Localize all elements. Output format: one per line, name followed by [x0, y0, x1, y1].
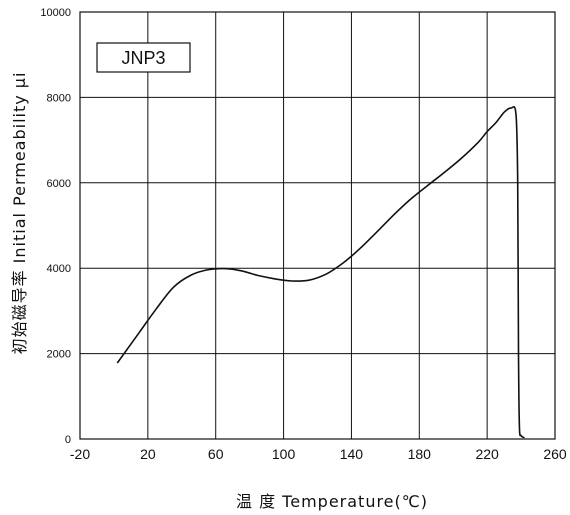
grid	[79, 11, 556, 440]
legend: JNP3	[96, 42, 191, 73]
x-tick-label: 220	[475, 446, 499, 462]
x-tick-label: 60	[208, 446, 224, 462]
x-tick-label: 100	[272, 446, 296, 462]
y-tick-label: 0	[65, 434, 71, 446]
x-tick-label: 140	[340, 446, 364, 462]
y-tick-label: 8000	[47, 92, 71, 104]
x-tick-label: 20	[140, 446, 156, 462]
y-tick-label: 4000	[47, 263, 71, 275]
y-tick-label: 6000	[47, 178, 71, 190]
x-tick-label: 260	[543, 446, 567, 462]
x-tick-label: 180	[408, 446, 432, 462]
legend-label-jnp3: JNP3	[121, 48, 165, 68]
series-line-jnp3	[116, 105, 525, 439]
x-tick-label: -20	[70, 446, 90, 462]
series-layer	[116, 105, 525, 439]
plot-frame	[79, 11, 556, 440]
x-tick-labels: -20 20 60 100 140 180 220 260	[70, 446, 567, 462]
y-tick-label: 10000	[40, 7, 71, 19]
y-axis-label: 初始磁导率 Initial Permeability μi	[10, 72, 29, 355]
legend-box	[96, 42, 191, 73]
x-axis-label: 温 度 Temperature(℃)	[236, 492, 428, 511]
y-tick-labels: 0 2000 4000 6000 8000 10000	[40, 7, 71, 446]
y-tick-label: 2000	[47, 349, 71, 361]
